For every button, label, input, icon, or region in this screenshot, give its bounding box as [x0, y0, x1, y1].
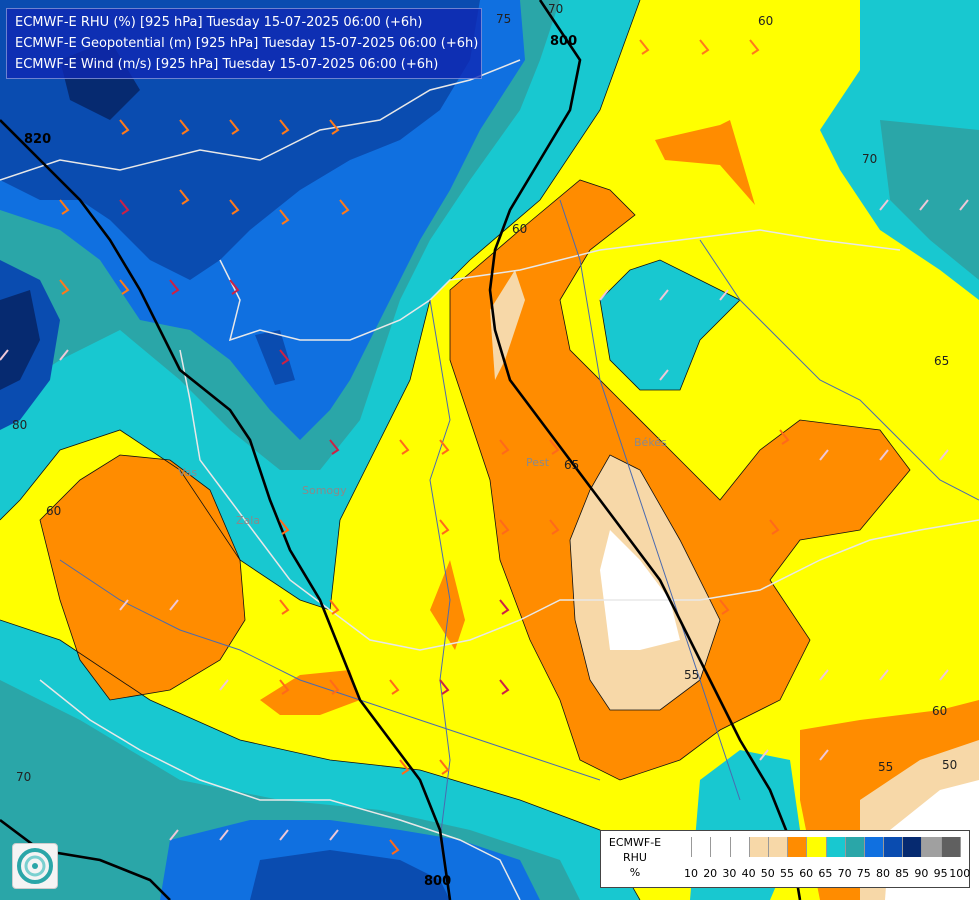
rhu-85-spot	[255, 330, 295, 385]
contour-label: 60	[758, 14, 774, 28]
place-label: Zala	[236, 514, 261, 527]
river	[429, 299, 451, 900]
contour-label: 70	[16, 770, 32, 784]
river	[559, 199, 741, 801]
rhu-55-north	[490, 270, 525, 380]
contour-label: 65	[934, 354, 950, 368]
legend-swatch	[941, 837, 961, 857]
geopotential-line-820	[0, 119, 452, 900]
rhu-60-small	[260, 670, 360, 715]
legend-title-model: ECMWF-E	[608, 836, 662, 849]
map-header: ECMWF-E RHU (%) [925 hPa] Tuesday 15-07-…	[6, 8, 482, 79]
legend-tick-label: 80	[876, 867, 890, 880]
legend-swatch	[730, 837, 750, 857]
country-border	[0, 59, 521, 181]
legend-tick-label: 95	[933, 867, 948, 880]
legend-swatch	[768, 837, 789, 857]
ecmwf-logo-icon	[12, 843, 58, 889]
legend-swatch	[864, 837, 885, 857]
legend-swatch	[826, 837, 846, 857]
rhu-90-w	[0, 290, 40, 390]
geopotential-line-800	[488, 0, 802, 900]
place-label: Somogy	[302, 484, 347, 497]
place-label: Vas	[178, 466, 198, 479]
legend-title-var: RHU	[623, 851, 647, 864]
rhu-70-interior	[600, 260, 740, 390]
rhu-60-west	[40, 455, 245, 700]
legend-swatch	[807, 837, 827, 857]
rhu-60-center	[450, 180, 910, 780]
contour-label: 70	[548, 2, 564, 16]
geopotential-line-low	[0, 818, 171, 900]
contour-label: 50	[942, 758, 958, 772]
legend-tick-label: 20	[703, 867, 718, 880]
legend-swatch	[749, 837, 769, 857]
rhu-75-east	[880, 120, 979, 280]
contour-label: 55	[684, 668, 700, 682]
legend-swatch	[903, 837, 923, 857]
river	[699, 239, 979, 501]
rhu-low-center	[600, 530, 680, 650]
legend-tick-label: 100	[949, 867, 971, 880]
rhu-legend: ECMWF-E RHU % 10 20 30 40 50 55 60 65 70 75 80 85 90…	[600, 830, 970, 888]
legend-tick-label: 60	[799, 867, 814, 880]
geopotential-label: 820	[24, 132, 52, 147]
contour-label: 75	[496, 12, 512, 26]
legend-tick-label: 50	[760, 867, 775, 880]
geopotential-contours	[0, 0, 802, 900]
contour-label: 80	[12, 418, 28, 432]
borders-rivers	[0, 59, 979, 900]
contour-label: 65	[564, 458, 580, 472]
legend-tick-label: 65	[818, 867, 833, 880]
country-border	[39, 679, 521, 900]
legend-swatch	[788, 837, 808, 857]
geopotential-label: 800	[424, 874, 452, 889]
river	[59, 559, 601, 781]
header-line-wind: ECMWF-E Wind (m/s) [925 hPa] Tuesday 15-…	[15, 57, 439, 72]
legend-swatch	[884, 837, 904, 857]
rhu-85-s	[250, 850, 450, 900]
legend-swatch	[845, 837, 865, 857]
rhu-60-mid	[430, 560, 465, 650]
contour-label: 70	[862, 152, 878, 166]
place-label: Pest	[526, 456, 550, 469]
legend-swatch	[673, 837, 693, 857]
rhu-contours	[0, 0, 911, 900]
header-line-geopotential: ECMWF-E Geopotential (m) [925 hPa] Tuesd…	[15, 36, 479, 51]
rhu-60-north	[655, 120, 755, 205]
legend-tick-label: 40	[741, 867, 756, 880]
geopotential-label: 800	[550, 34, 578, 49]
contour-label: 55	[878, 760, 894, 774]
contour-label: 60	[512, 222, 528, 236]
legend-swatch	[692, 837, 712, 857]
legend-tick-label: 55	[780, 867, 794, 880]
legend-title: ECMWF-E RHU %	[603, 835, 667, 880]
contour-label: 60	[932, 704, 948, 718]
legend-tick-label: 85	[895, 867, 910, 880]
place-label: Békés	[634, 436, 667, 449]
header-line-rhu: ECMWF-E RHU (%) [925 hPa] Tuesday 15-07-…	[15, 15, 423, 30]
legend-swatch	[922, 837, 942, 857]
legend-tick-label: 30	[722, 867, 737, 880]
wind-barbs	[0, 39, 969, 855]
legend-tick-label: 10	[684, 867, 698, 880]
legend-tick-label: 75	[856, 867, 871, 880]
legend-tick-label: 70	[837, 867, 852, 880]
contour-label: 60	[46, 504, 62, 518]
legend-title-unit: %	[629, 866, 641, 879]
country-border	[179, 349, 979, 651]
legend-swatches	[673, 837, 961, 857]
legend-tick-label: 90	[914, 867, 929, 880]
legend-swatch	[711, 837, 731, 857]
